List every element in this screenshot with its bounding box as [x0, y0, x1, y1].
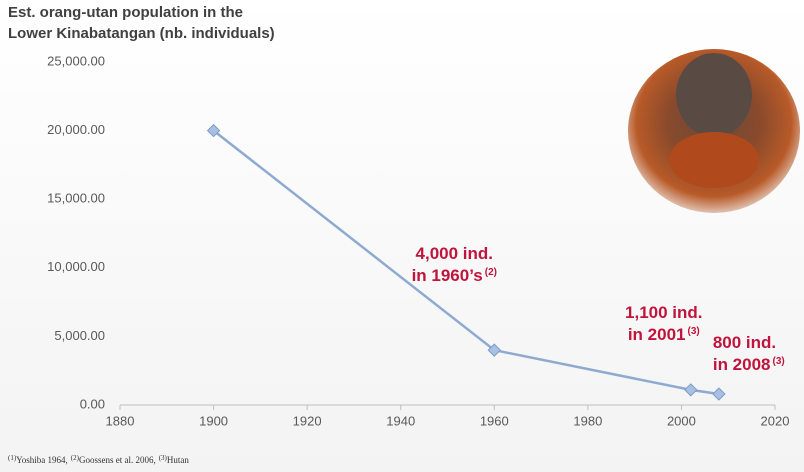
y-tick-label: 20,000.00	[47, 122, 105, 137]
chart-title: Lower Kinabatangan (nb. individuals)	[8, 25, 275, 42]
chart-title: Est. orang-utan population in the	[8, 4, 243, 21]
x-tick-label: 1980	[573, 413, 602, 428]
footnote-note: (1)	[8, 454, 17, 462]
annotation-text: 1,100 ind.	[625, 303, 702, 322]
footnote-note: (2)	[71, 454, 80, 462]
y-tick-label: 25,000.00	[47, 53, 105, 68]
annotation: 4,000 ind.	[416, 244, 493, 263]
annotation-text: in 1960’s	[412, 266, 483, 285]
data-point	[206, 123, 221, 138]
data-point	[487, 343, 501, 357]
orangutan-face	[676, 53, 752, 137]
annotation-text: in 2008	[713, 355, 771, 374]
footnote-text: Yoshiba 1964,	[16, 455, 68, 465]
x-tick-label: 1920	[293, 413, 322, 428]
annotation-text: 800 ind.	[713, 333, 776, 352]
data-point	[712, 387, 726, 401]
footnote-text: Goossens et al. 2006,	[79, 455, 156, 465]
y-tick-label: 0.00	[80, 396, 105, 411]
data-point	[684, 383, 698, 397]
annotation-text: in 2001	[628, 325, 686, 344]
annotation: 1,100 ind.	[625, 303, 702, 322]
x-tick-label: 2020	[761, 413, 790, 428]
annotation-note: (2)	[485, 267, 497, 278]
x-tick-label: 1880	[106, 413, 135, 428]
annotation: in 2008 (3)	[713, 355, 785, 374]
annotation: in 1960’s (2)	[412, 266, 497, 285]
annotation-text: 4,000 ind.	[416, 244, 493, 263]
y-tick-label: 5,000.00	[54, 328, 105, 343]
annotation: in 2001 (3)	[628, 325, 700, 344]
footnote-note: (3)	[159, 454, 168, 462]
footnote-text: Hutan	[167, 455, 189, 465]
x-tick-label: 1900	[199, 413, 228, 428]
x-tick-label: 1960	[480, 413, 509, 428]
annotation-note: (3)	[687, 326, 699, 337]
annotation: 800 ind.	[713, 333, 776, 352]
series-line	[212, 129, 720, 396]
x-tick-label: 1940	[386, 413, 415, 428]
y-tick-label: 10,000.00	[47, 259, 105, 274]
orangutan-beard	[669, 132, 759, 188]
footnote: (1)Yoshiba 1964, (2)Goossens et al. 2006,…	[8, 454, 189, 465]
annotation-note: (3)	[773, 356, 785, 367]
y-tick-label: 15,000.00	[47, 191, 105, 206]
x-tick-label: 2000	[667, 413, 696, 428]
